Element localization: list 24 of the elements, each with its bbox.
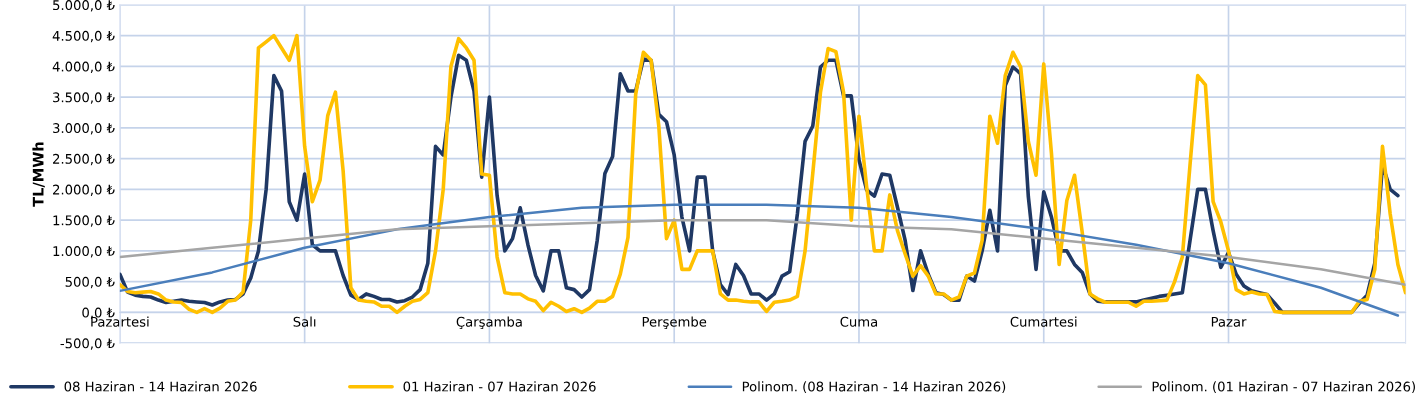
y-tick-label: 5.000,0 ₺: [53, 0, 115, 12]
legend-label: Polinom. (01 Haziran - 07 Haziran 2026): [1152, 381, 1415, 394]
x-tick-label: Çarşamba: [456, 316, 522, 330]
x-tick-label: Salı: [293, 316, 316, 327]
y-tick-label: -500,0 ₺: [60, 338, 115, 350]
y-tick-label: 500,0 ₺: [65, 276, 115, 289]
legend-label: 08 Haziran - 14 Haziran 2026: [64, 381, 257, 392]
legend-label: 01 Haziran - 07 Haziran 2026: [403, 381, 596, 392]
y-tick-label: 3.500,0 ₺: [53, 92, 115, 104]
y-tick-label: 2.000,0 ₺: [53, 184, 115, 196]
line-series: [119, 203, 1400, 317]
y-tick-label: 4.000,0 ₺: [52, 61, 115, 73]
x-tick-label: Pazar: [1211, 316, 1247, 327]
x-tick-label: Cuma: [840, 316, 878, 327]
y-tick-label: 3.000,0 ₺: [53, 123, 115, 135]
line-series: [119, 218, 1406, 286]
legend-label: Polinom. (08 Haziran - 14 Haziran 2026): [742, 381, 1006, 394]
y-tick-label: 1.000,0 ₺: [53, 246, 115, 258]
x-tick-label: Perşembe: [642, 316, 707, 330]
y-tick-label: 2.500,0 ₺: [53, 153, 115, 166]
y-axis-title: TL/MWh: [32, 142, 45, 207]
y-tick-label: 4.500,0 ₺: [52, 30, 115, 43]
y-tick-label: 1.500,0 ₺: [53, 215, 115, 227]
x-tick-label: Cumartesi: [1010, 316, 1077, 327]
